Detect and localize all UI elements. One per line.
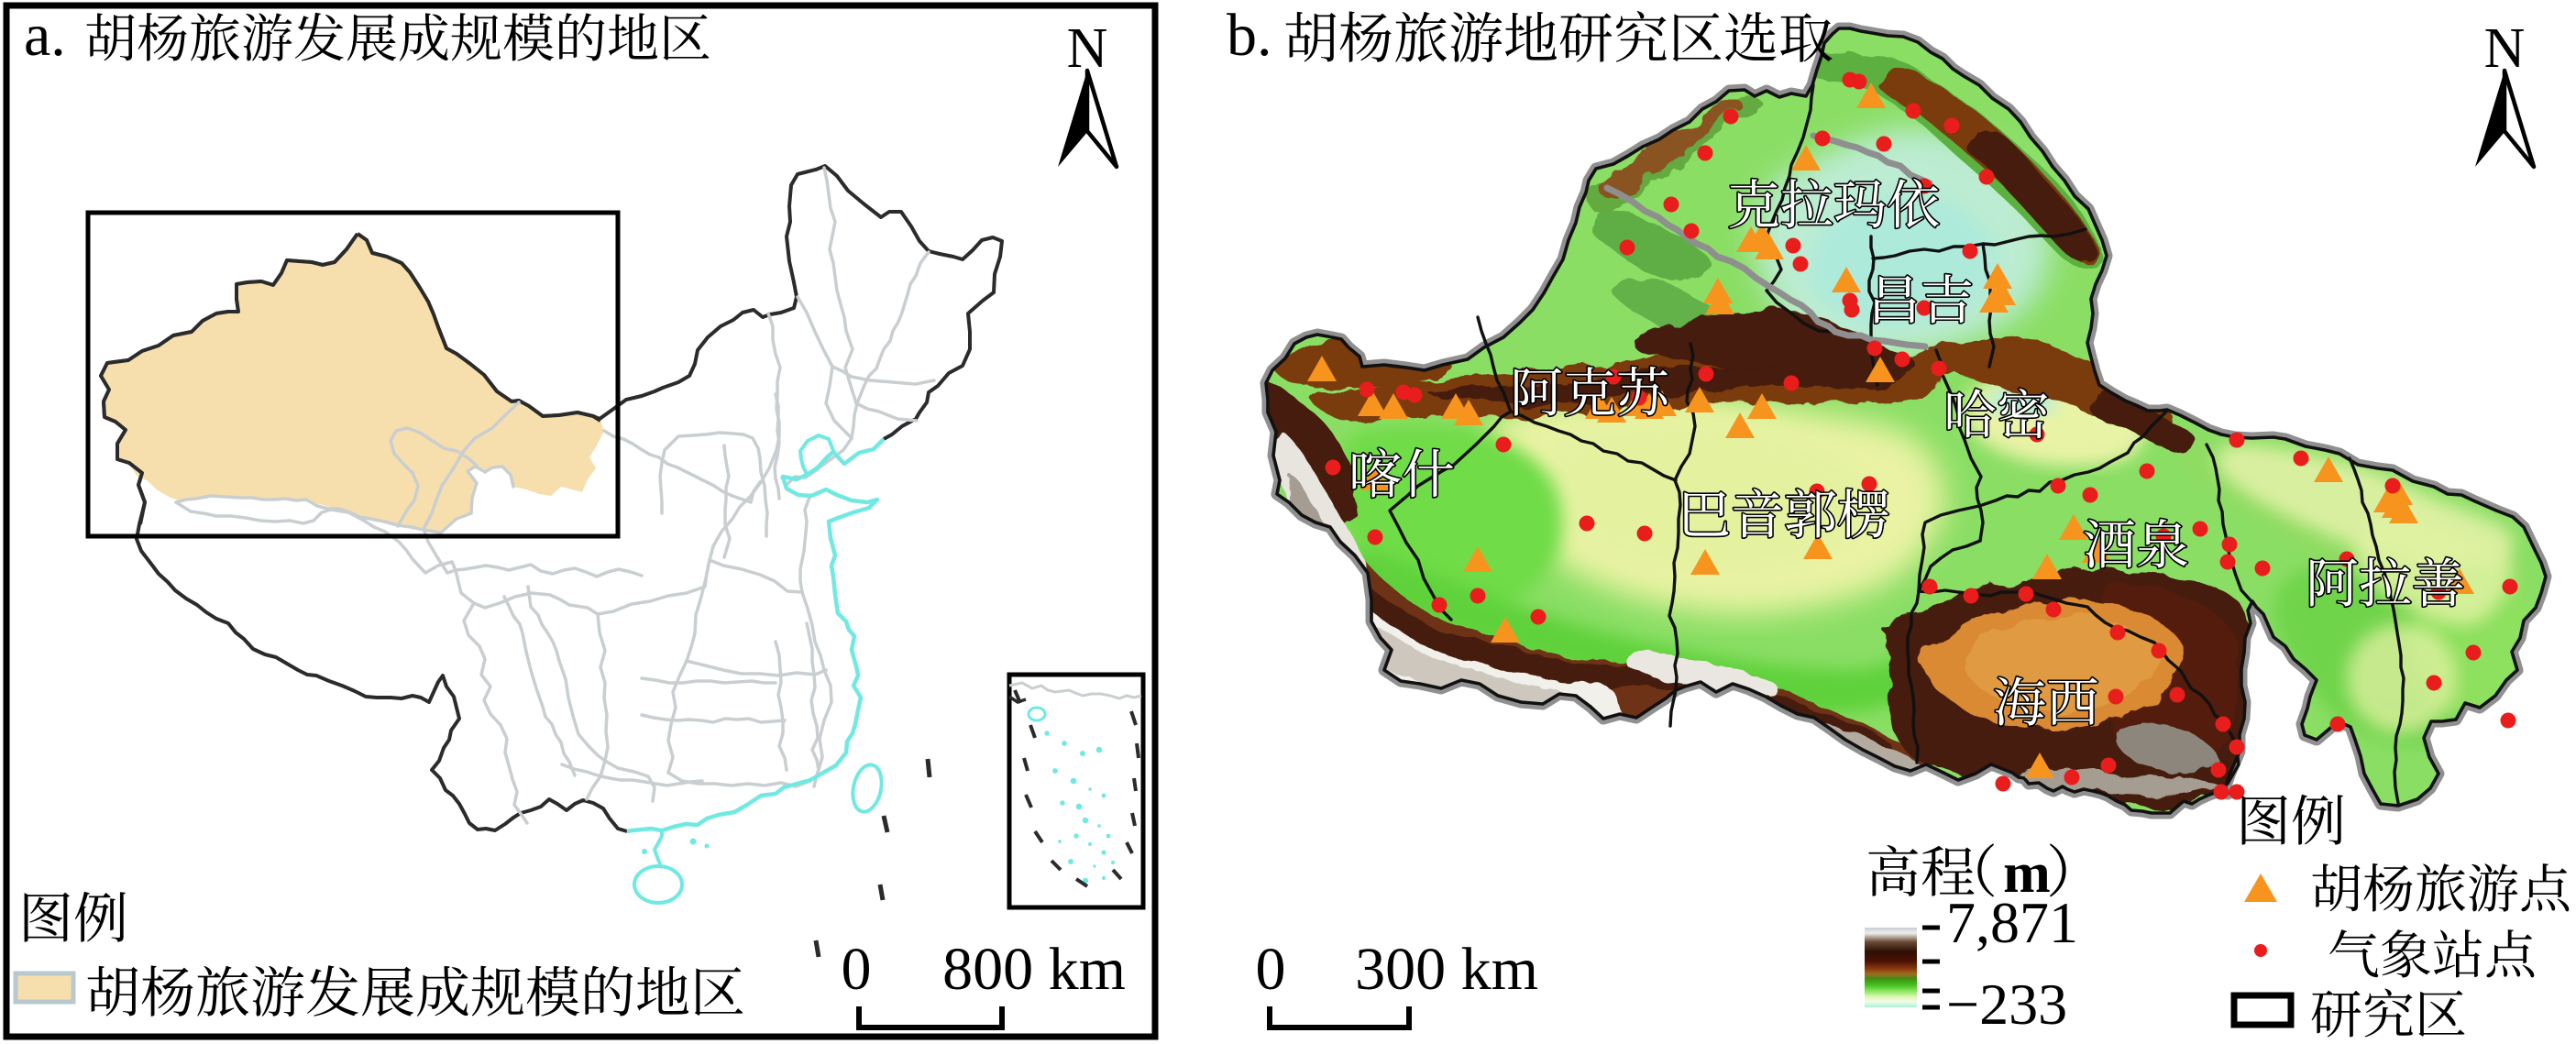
svg-text:7,871: 7,871: [1946, 890, 2078, 955]
svg-text:0: 0: [1256, 936, 1286, 1003]
svg-text:0: 0: [842, 936, 872, 1003]
svg-text:800 km: 800 km: [942, 936, 1126, 1003]
svg-text:−233: −233: [1946, 972, 2067, 1037]
svg-text:300 km: 300 km: [1355, 936, 1538, 1003]
svg-text:b.: b.: [1227, 2, 1272, 69]
svg-text:m: m: [2003, 842, 2051, 905]
svg-text:a.: a.: [24, 2, 66, 69]
